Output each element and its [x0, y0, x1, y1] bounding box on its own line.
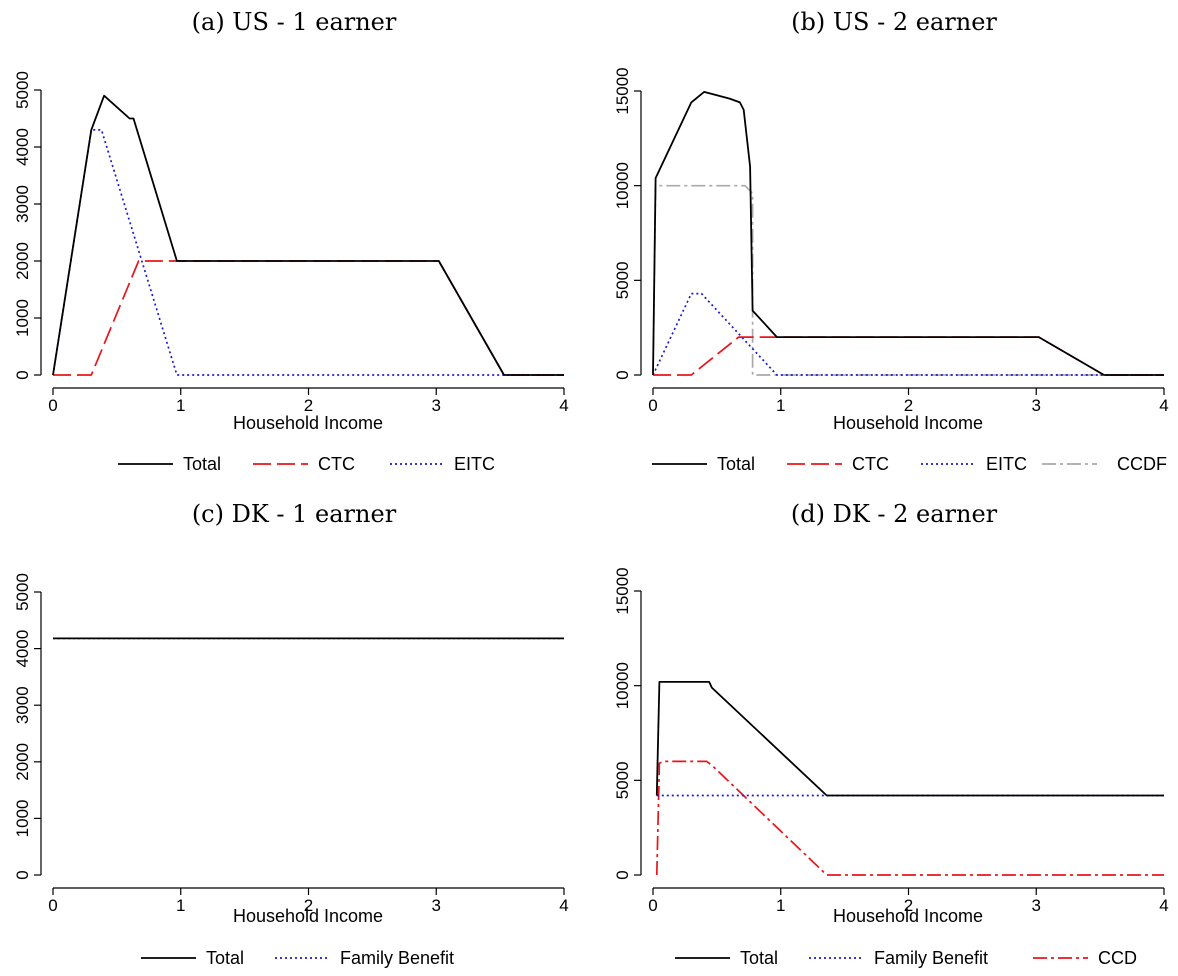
panel-c-xtick-label: 2: [304, 896, 313, 915]
panel-b-series-total: [652, 91, 1164, 376]
panel-b-ytick-label: 0: [613, 370, 632, 379]
panel-d-legend-ccd: CCD: [1098, 948, 1137, 968]
panel-b-xtick-label: 4: [1159, 396, 1168, 415]
panel-c-legend-family-benefit: Family Benefit: [340, 948, 454, 968]
panel-c-xtick-label: 3: [432, 896, 441, 915]
panel-a-xtick-label: 0: [48, 396, 57, 415]
panel-c-xtick-label: 0: [48, 896, 57, 915]
panel-b-xtick-label: 0: [648, 396, 657, 415]
panel-d-xtick-label: 2: [904, 896, 913, 915]
panel-d-xtick-label: 1: [776, 896, 785, 915]
panel-a-xtick-label: 3: [432, 396, 441, 415]
panel-d-xlabel: Household Income: [833, 906, 983, 926]
panel-c-ytick-label: 3000: [13, 686, 32, 724]
panel-a-xtick-label: 1: [176, 396, 185, 415]
panel-c-ytick-label: 5000: [13, 573, 32, 611]
panel-a-legend-ctc: CTC: [318, 454, 355, 474]
panel-b-xtick-label: 3: [1032, 396, 1041, 415]
panel-b-legend-eitc: EITC: [986, 454, 1027, 474]
panel-c-ytick-label: 0: [13, 870, 32, 879]
panel-c-title: (c) DK - 1 earner: [192, 500, 397, 528]
panel-d-legend-total: Total: [740, 948, 778, 968]
panel-a-xtick-label: 2: [304, 396, 313, 415]
panel-c-ytick-label: 4000: [13, 630, 32, 668]
panel-c-ytick-label: 1000: [13, 799, 32, 837]
panel-b-xtick-label: 1: [776, 396, 785, 415]
panel-a-ytick-label: 4000: [13, 128, 32, 166]
panel-c-xtick-label: 4: [559, 896, 568, 915]
panel-a-xtick-label: 4: [559, 396, 568, 415]
panel-d-series-total: [655, 681, 1164, 797]
panel-d-ytick-label: 0: [613, 870, 632, 879]
panel-d-series-ccd: [655, 760, 1164, 876]
panel-d-xtick-label: 3: [1032, 896, 1041, 915]
panel-b-legend-total: Total: [717, 454, 755, 474]
panel-b-ytick-label: 15000: [613, 67, 632, 114]
panel-d-ytick-label: 10000: [613, 662, 632, 709]
panel-a-title: (a) US - 1 earner: [192, 8, 397, 36]
panel-d-legend-family-benefit: Family Benefit: [874, 948, 988, 968]
panel-a-ytick-label: 3000: [13, 185, 32, 223]
panel-b-legend-ccdf: CCDF: [1117, 454, 1167, 474]
panel-c-legend-total: Total: [206, 948, 244, 968]
panel-a-ytick-label: 5000: [13, 71, 32, 109]
panel-b-series-eitc: [652, 292, 1164, 376]
panel-b-title: (b) US - 2 earner: [791, 8, 997, 36]
panel-b-xlabel: Household Income: [833, 413, 983, 433]
panel-a-ytick-label: 2000: [13, 242, 32, 280]
panel-c-xtick-label: 1: [176, 896, 185, 915]
panel-c-xlabel: Household Income: [233, 906, 383, 926]
panel-d-title: (d) DK - 2 earner: [791, 500, 998, 528]
panel-a-ytick-label: 0: [13, 370, 32, 379]
panel-b-legend-ctc: CTC: [852, 454, 889, 474]
panel-a-xlabel: Household Income: [233, 413, 383, 433]
panel-b-xtick-label: 2: [904, 396, 913, 415]
panel-a-series-total: [52, 94, 564, 376]
panel-d-xtick-label: 0: [648, 896, 657, 915]
panel-a-ytick-label: 1000: [13, 299, 32, 337]
panel-a-legend-eitc: EITC: [454, 454, 495, 474]
panel-b-ytick-label: 5000: [613, 261, 632, 299]
panel-a-legend-total: Total: [183, 454, 221, 474]
panel-b-ytick-label: 10000: [613, 162, 632, 209]
panel-d-ytick-label: 5000: [613, 761, 632, 799]
panel-d-xtick-label: 4: [1159, 896, 1168, 915]
panel-d-ytick-label: 15000: [613, 567, 632, 614]
panel-c-ytick-label: 2000: [13, 743, 32, 781]
